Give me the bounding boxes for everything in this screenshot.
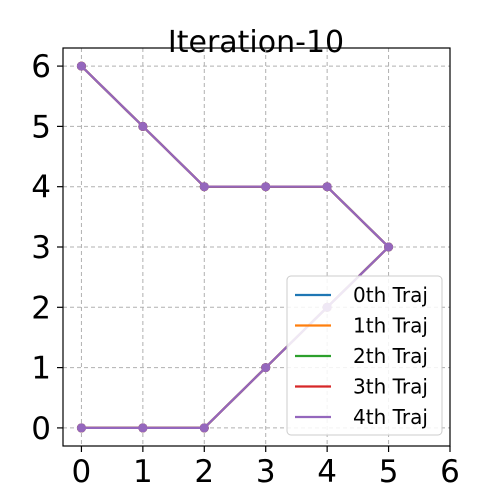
legend-box xyxy=(286,275,443,436)
x-tick-label: 2 xyxy=(194,454,214,490)
x-tick-label: 3 xyxy=(256,454,276,490)
legend-label: 1th Traj xyxy=(353,314,428,338)
data-point xyxy=(76,423,86,433)
data-point xyxy=(322,182,332,192)
y-tick-label: 2 xyxy=(31,290,51,326)
y-tick-label: 3 xyxy=(31,230,51,266)
x-tick-label: 0 xyxy=(72,454,92,490)
data-point xyxy=(384,242,394,252)
x-tick-label: 1 xyxy=(133,454,153,490)
data-point xyxy=(199,182,209,192)
data-point xyxy=(138,423,148,433)
data-point xyxy=(261,182,271,192)
legend-label: 3th Traj xyxy=(353,375,428,399)
y-tick-label: 1 xyxy=(31,351,51,387)
x-tick-label: 5 xyxy=(379,454,399,490)
data-point xyxy=(199,423,209,433)
x-tick-label: 6 xyxy=(440,454,460,490)
data-point xyxy=(138,121,148,131)
axis-ticks: 0 1 2 3 4 5 6 0 1 2 3 4 5 6 xyxy=(31,49,460,490)
legend-label: 4th Traj xyxy=(353,405,428,429)
data-point xyxy=(76,61,86,71)
y-tick-label: 6 xyxy=(31,49,51,85)
y-tick-label: 4 xyxy=(31,170,51,206)
legend-label: 2th Traj xyxy=(353,344,428,368)
chart-title: Iteration-10 xyxy=(168,25,344,60)
y-tick-label: 5 xyxy=(31,109,51,145)
legend-label: 0th Traj xyxy=(353,283,428,307)
x-tick-label: 4 xyxy=(317,454,337,490)
legend: 0th Traj 1th Traj 2th Traj 3th Traj 4th Traj xyxy=(286,275,443,436)
data-point xyxy=(261,363,271,373)
y-tick-label: 0 xyxy=(31,411,51,447)
